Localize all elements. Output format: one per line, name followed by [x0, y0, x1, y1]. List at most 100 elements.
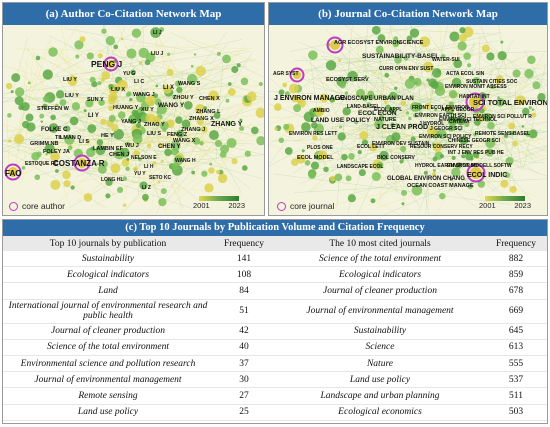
network-node: [288, 83, 299, 94]
publication-frequency: 84: [239, 285, 249, 296]
network-node: [105, 35, 116, 46]
network-node: [132, 134, 143, 145]
network-node: [201, 170, 208, 177]
network-link: [308, 48, 466, 126]
network-link: [452, 25, 481, 172]
network-node: [208, 90, 219, 102]
network-link: [441, 157, 547, 193]
table-row: Ecological indicators 108 Ecological indic…: [3, 267, 547, 283]
network-node: [532, 81, 541, 90]
network-node: [125, 92, 131, 97]
network-link: [69, 117, 219, 209]
network-node: [419, 111, 423, 115]
network-node: [163, 85, 172, 94]
network-link: [47, 119, 175, 151]
network-node: [312, 135, 318, 141]
network-node: [408, 116, 412, 121]
network-link: [55, 73, 86, 127]
core-node: [470, 167, 482, 179]
network-node: [97, 53, 103, 59]
network-node-label: ENVIRON SCI POLICY: [419, 134, 472, 140]
network-node: [441, 53, 446, 59]
network-link: [331, 71, 546, 171]
network-node: [432, 142, 443, 153]
network-node: [422, 61, 434, 73]
network-node: [34, 174, 41, 181]
network-node-label: LI X: [163, 85, 174, 91]
most-cited-journal: Science: [365, 342, 395, 353]
network-node: [35, 151, 42, 158]
network-link: [270, 130, 294, 164]
network-node-label: ZHOU Y: [173, 95, 194, 101]
network-node: [156, 104, 167, 115]
network-link: [398, 140, 400, 162]
core-node: [293, 71, 301, 79]
network-node-label: LAMBIN EF: [93, 146, 124, 152]
network-link: [428, 76, 532, 201]
network-link: [198, 109, 264, 134]
author-network-panel: (a) Author Co-Citation Network Map PENG …: [2, 2, 265, 216]
network-node: [355, 88, 366, 99]
network-node: [291, 158, 299, 166]
network-node: [146, 143, 152, 148]
network-node: [239, 118, 243, 122]
network-node: [458, 128, 462, 132]
network-link: [33, 53, 122, 103]
citation-frequency: 511: [509, 390, 523, 401]
network-node: [449, 177, 453, 181]
network-node-label: YU Y: [134, 171, 146, 177]
network-node: [301, 122, 311, 132]
network-node: [213, 112, 221, 119]
network-link: [95, 137, 163, 194]
network-link: [69, 155, 255, 184]
network-node-label: LI C: [134, 79, 144, 85]
table-row: Journal of environmental management 30 Lan…: [3, 372, 547, 388]
most-cited-journal: Landscape and urban planning: [320, 390, 440, 401]
network-link: [103, 52, 175, 60]
network-node: [108, 114, 116, 122]
network-node: [158, 197, 167, 207]
network-node: [426, 126, 437, 137]
network-node: [152, 116, 161, 125]
network-node: [172, 95, 176, 99]
network-node: [334, 173, 343, 182]
network-node: [15, 87, 25, 97]
core-journal-legend: core journal: [277, 201, 334, 211]
network-node: [48, 123, 59, 133]
network-node: [344, 91, 349, 95]
network-node-label: LIU Y: [65, 93, 79, 99]
core-node-ring: [289, 67, 305, 83]
network-node: [8, 139, 12, 143]
network-link: [435, 78, 532, 88]
network-link: [425, 136, 441, 196]
network-node: [160, 121, 169, 131]
network-node-label: SUSTAINABILITY-BASEL: [362, 53, 439, 60]
network-node: [531, 108, 535, 112]
table-row: Remote sensing 27 Landscape and urban plan…: [3, 388, 547, 404]
network-node: [400, 158, 404, 162]
network-link: [48, 35, 145, 84]
network-node: [345, 175, 352, 182]
scale-start-year: 2001: [479, 201, 496, 210]
network-node: [86, 139, 91, 144]
network-node: [101, 28, 107, 34]
network-node: [342, 107, 351, 116]
network-link: [339, 35, 464, 168]
network-link: [166, 102, 248, 201]
year-gradient-bar: [485, 196, 525, 201]
network-link: [289, 60, 393, 129]
network-node: [133, 150, 140, 157]
network-node: [531, 112, 537, 118]
table-row: Land 84 Journal of cleaner production 678: [3, 283, 547, 300]
network-node-label: CHINESE GEOGR SCI: [448, 138, 501, 144]
network-node-label: CHEN J: [109, 152, 129, 158]
network-node-label: LAND USE POLICY: [311, 117, 371, 124]
network-node-label: LI Y: [88, 113, 99, 119]
network-node: [325, 60, 337, 71]
network-link: [318, 121, 547, 163]
year-scale-b: 2001 2023: [479, 196, 531, 210]
col-header-frequency: Frequency: [213, 236, 275, 251]
network-node: [347, 194, 356, 203]
network-node: [528, 106, 532, 110]
network-node-label: LIU J: [151, 51, 163, 57]
